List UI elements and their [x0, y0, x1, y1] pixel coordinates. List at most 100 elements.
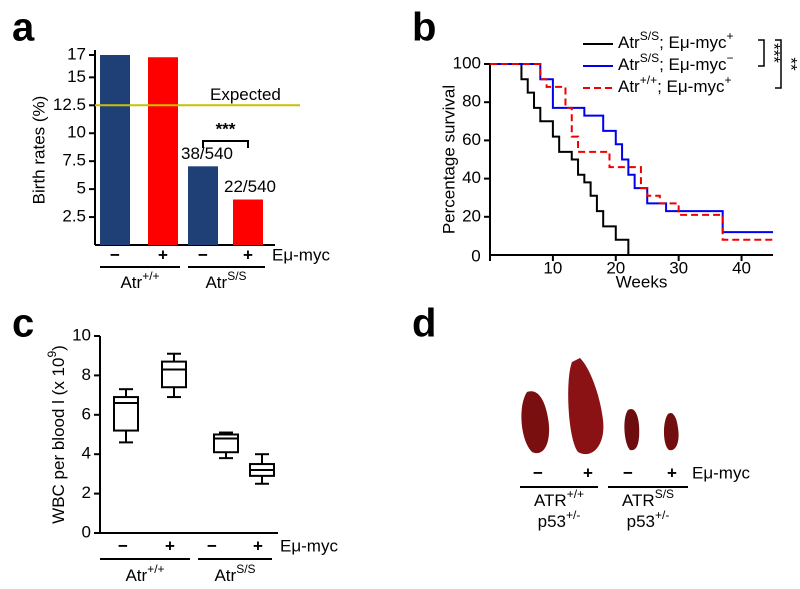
text-part: +/-	[655, 508, 669, 522]
group-label: Atr+/+	[125, 562, 164, 585]
group-label: ATR+/+	[534, 487, 584, 510]
x-annotation: Eμ-myc	[272, 245, 330, 264]
text-part: Atr	[205, 273, 227, 292]
annotation: 22/540	[224, 177, 276, 196]
text-part: S/S	[655, 487, 674, 501]
y-tick-label: 6	[82, 404, 91, 423]
text-part: +/+	[640, 73, 657, 87]
text-part: )	[49, 345, 68, 351]
y-tick-label: 40	[462, 168, 481, 187]
y-tick-label: 7.5	[62, 151, 86, 170]
panel-letter: d	[412, 302, 436, 346]
text-part: p53	[627, 512, 655, 531]
y-tick-label: 4	[82, 444, 91, 463]
group-label: AtrS/S	[214, 562, 255, 585]
survival-curve	[490, 63, 773, 234]
sample-label: +	[667, 463, 677, 482]
x-annotation: Eμ-myc	[280, 536, 338, 555]
reference-label: Expected	[210, 85, 281, 104]
text-part: +	[725, 73, 732, 87]
x-tick-label: −	[198, 245, 208, 264]
panel-letter: a	[12, 6, 35, 50]
text-part: 9	[45, 351, 59, 358]
sample-label: +	[583, 463, 593, 482]
y-axis-label: Percentage survival	[439, 85, 458, 234]
group-label: Atr+/+	[120, 269, 159, 292]
y-tick-label: 100	[453, 53, 481, 72]
survival-curve	[490, 63, 630, 255]
y-axis-label: WBC per blood l (x 109)	[45, 345, 68, 524]
x-annotation: Eμ-myc	[692, 463, 750, 482]
y-tick-label: 0	[82, 522, 91, 541]
y-tick-label: 2	[82, 483, 91, 502]
text-part: ; Eμ-myc	[659, 55, 727, 74]
text-part: Atr	[618, 55, 640, 74]
text-part: +/-	[566, 508, 580, 522]
y-tick-label: 60	[462, 130, 481, 149]
panel-letter: b	[412, 6, 436, 50]
significance-bracket	[202, 140, 249, 148]
text-part: ; Eμ-myc	[657, 77, 725, 96]
text-part: −	[726, 51, 733, 65]
text-part: S/S	[640, 29, 659, 43]
sample-label: −	[623, 463, 633, 482]
text-part: Atr	[214, 566, 236, 585]
y-tick-label: 2.5	[62, 207, 86, 226]
text-part: +/+	[567, 487, 584, 501]
x-tick-label: +	[253, 536, 263, 555]
text-part: Atr	[120, 273, 142, 292]
text-part: ; Eμ-myc	[659, 33, 727, 52]
spleen-photo	[521, 358, 679, 455]
x-tick-label: −	[110, 245, 120, 264]
text-part: Atr	[125, 566, 147, 585]
legend-label: AtrS/S; Eμ-myc+	[618, 29, 734, 52]
bar	[188, 166, 218, 245]
text-part: ATR	[534, 491, 567, 510]
y-tick-label: 20	[462, 206, 481, 225]
y-tick-label: 8	[82, 365, 91, 384]
y-tick-label: 12.5	[53, 95, 86, 114]
text-part: S/S	[640, 51, 659, 65]
x-tick-label: 30	[669, 258, 688, 277]
y-tick-label: 10	[67, 123, 86, 142]
x-tick-label: −	[118, 536, 128, 555]
panel-letter: c	[12, 302, 34, 346]
y-tick-label: 10	[72, 325, 91, 344]
bar	[233, 199, 263, 245]
group-label: AtrS/S	[205, 269, 246, 292]
x-axis-label: Weeks	[616, 272, 668, 291]
annotation: 38/540	[181, 144, 233, 163]
y-tick-label: 80	[462, 92, 481, 111]
y-axis-label: Birth rates (%)	[29, 96, 48, 205]
survival-curve	[490, 63, 773, 241]
group-label: ATRS/S	[622, 487, 674, 510]
text-part: S/S	[227, 269, 246, 283]
x-tick-label: +	[243, 245, 253, 264]
box	[161, 360, 187, 389]
x-tick-label: 0	[471, 246, 480, 265]
bar	[148, 57, 178, 246]
text-part: +	[726, 29, 733, 43]
x-tick-label: +	[165, 536, 175, 555]
significance-bracket	[758, 39, 765, 67]
significance: ***	[216, 119, 236, 138]
text-part: S/S	[236, 562, 255, 576]
text-part: Atr	[618, 77, 640, 96]
y-tick-label: 15	[67, 67, 86, 86]
x-tick-label: 10	[543, 258, 562, 277]
significance: **	[782, 57, 800, 71]
text-part: ATR	[622, 491, 655, 510]
text-part: WBC per blood l (x 10	[49, 358, 68, 524]
bar	[100, 55, 130, 245]
significance-bracket	[775, 39, 782, 89]
text-part: +/+	[147, 562, 164, 576]
sample-label: −	[533, 463, 543, 482]
x-tick-label: −	[207, 536, 217, 555]
legend-label: AtrS/S; Eμ-myc−	[618, 51, 734, 74]
group-label: p53+/-	[538, 508, 581, 531]
x-tick-label: +	[158, 245, 168, 264]
text-part: +/+	[142, 269, 159, 283]
legend-label: Atr+/+; Eμ-myc+	[618, 73, 732, 96]
x-tick-label: 40	[732, 258, 751, 277]
